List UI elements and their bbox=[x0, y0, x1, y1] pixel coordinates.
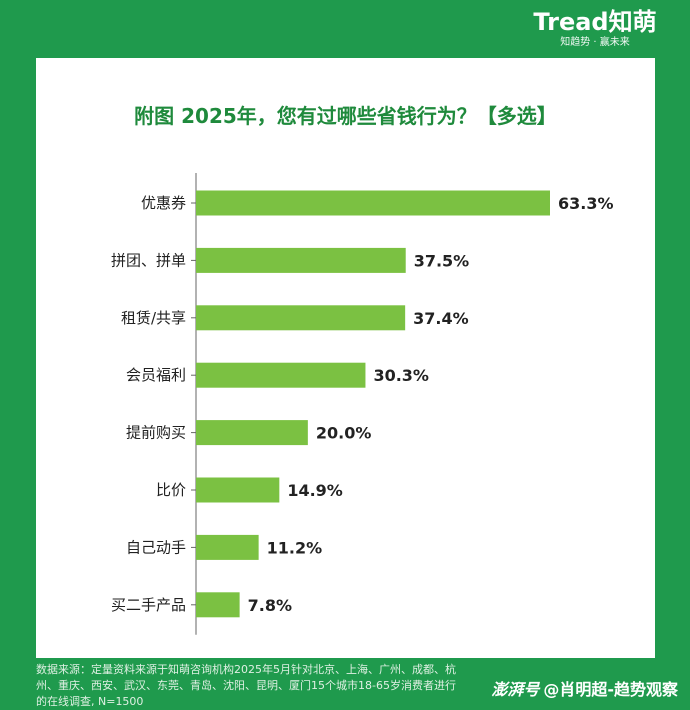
category-label: 提前购买 bbox=[126, 424, 186, 442]
category-label: 优惠券 bbox=[141, 194, 186, 212]
bar bbox=[196, 534, 259, 560]
watermark-logo: 澎湃号 bbox=[491, 680, 540, 699]
chart-card: 附图 2025年，您有过哪些省钱行为？【多选】 优惠券 63.3% 拼团、拼单 37.… bbox=[36, 58, 655, 658]
value-label: 37.4% bbox=[413, 309, 469, 328]
bar bbox=[196, 420, 308, 446]
chart-title: 附图 2025年，您有过哪些省钱行为？【多选】 bbox=[134, 104, 557, 128]
value-label: 37.5% bbox=[414, 251, 470, 270]
value-label: 11.2% bbox=[267, 538, 323, 557]
bar bbox=[196, 190, 550, 216]
brand: Tread知萌 知趋势 · 赢未来 bbox=[520, 8, 670, 50]
category-label: 比价 bbox=[156, 481, 186, 499]
category-label: 会员福利 bbox=[126, 366, 186, 384]
bar-chart: 优惠券 63.3% 拼团、拼单 37.5% 租赁/共享 37.4% 会员福利 30.3% 提前购… bbox=[111, 173, 614, 635]
brand-logo: Tread知萌 bbox=[533, 8, 657, 36]
value-label: 7.8% bbox=[248, 596, 292, 615]
category-label: 拼团、拼单 bbox=[111, 251, 186, 269]
bar bbox=[196, 305, 406, 331]
category-label: 租赁/共享 bbox=[121, 309, 186, 327]
watermark: 澎湃号 @肖明超-趋势观察 bbox=[491, 676, 678, 700]
bar bbox=[196, 362, 366, 388]
bar bbox=[196, 477, 280, 503]
bar bbox=[196, 592, 240, 618]
value-label: 14.9% bbox=[287, 481, 343, 500]
value-label: 63.3% bbox=[558, 194, 614, 213]
value-label: 30.3% bbox=[373, 366, 429, 385]
value-label: 20.0% bbox=[316, 424, 372, 443]
brand-tagline: 知趋势 · 赢未来 bbox=[560, 37, 630, 48]
category-label: 自己动手 bbox=[126, 538, 186, 556]
bar bbox=[196, 247, 406, 273]
data-source-note: 数据来源：定量资料来源于知萌咨询机构2025年5月针对北京、上海、广州、成都、杭… bbox=[36, 663, 456, 708]
watermark-author: @肖明超-趋势观察 bbox=[543, 680, 678, 699]
category-label: 买二手产品 bbox=[111, 596, 186, 614]
